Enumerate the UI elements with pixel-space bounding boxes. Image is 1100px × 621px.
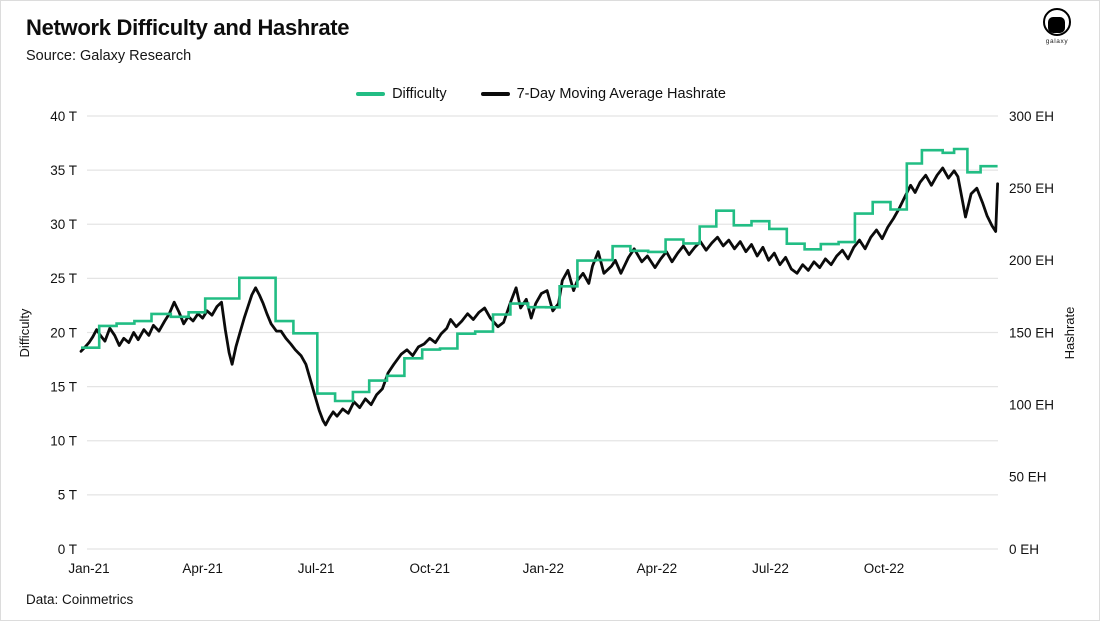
difficulty-swatch-icon [356, 92, 386, 96]
y-right-tick-label: 200 EH [1009, 253, 1054, 268]
x-axis-tick-label: Jan-22 [523, 561, 564, 576]
legend-label-hashrate: 7-Day Moving Average Hashrate [516, 86, 726, 102]
x-axis-tick-label: Oct-22 [864, 561, 905, 576]
legend-item-hashrate: 7-Day Moving Average Hashrate [480, 86, 726, 102]
y-left-tick-label: 25 T [50, 271, 77, 286]
difficulty-series-line [81, 147, 998, 403]
x-axis-tick-label: Jan-21 [68, 561, 109, 576]
y-left-tick-label: 30 T [50, 217, 77, 232]
source-subtitle: Source: Galaxy Research [26, 48, 192, 64]
x-axis-tick-label: Oct-21 [409, 561, 450, 576]
hashrate-swatch-icon [480, 92, 510, 96]
x-axis-tick-label: Jul-22 [752, 561, 789, 576]
y-right-tick-label: 150 EH [1009, 325, 1054, 340]
page-title: Network Difficulty and Hashrate [26, 15, 350, 40]
y-right-tick-label: 250 EH [1009, 181, 1054, 196]
x-axis-tick-label: Apr-22 [637, 561, 678, 576]
x-axis-tick-label: Jul-21 [298, 561, 335, 576]
galaxy-logo-icon [1042, 8, 1072, 36]
chart-legend: Difficulty 7-Day Moving Average Hashrate [81, 86, 1001, 102]
x-axis-tick-label: Apr-21 [182, 561, 223, 576]
y-left-tick-label: 35 T [50, 163, 77, 178]
y-left-tick-label: 10 T [50, 434, 77, 449]
y-right-axis-title: Hashrate [1062, 307, 1077, 360]
hashrate-series-line [79, 166, 999, 427]
logo-square-shape [1048, 17, 1065, 33]
logo-ring-shape [1043, 8, 1071, 36]
y-left-tick-label: 15 T [50, 379, 77, 394]
logo-wordmark: galaxy [1045, 38, 1069, 45]
data-source-footer: Data: Coinmetrics [26, 592, 134, 607]
y-left-tick-label: 20 T [50, 325, 77, 340]
y-right-tick-label: 50 EH [1009, 470, 1047, 485]
y-left-tick-label: 5 T [58, 488, 77, 503]
y-left-tick-label: 0 T [58, 542, 77, 557]
y-left-tick-label: 40 T [50, 109, 77, 124]
y-right-tick-label: 100 EH [1009, 397, 1054, 412]
y-left-axis-title: Difficulty [17, 308, 32, 357]
legend-label-difficulty: Difficulty [392, 86, 447, 102]
y-right-tick-label: 300 EH [1009, 109, 1054, 124]
y-right-tick-label: 0 EH [1009, 542, 1039, 557]
galaxy-logo: galaxy [1033, 8, 1081, 45]
legend-item-difficulty: Difficulty [356, 86, 447, 102]
